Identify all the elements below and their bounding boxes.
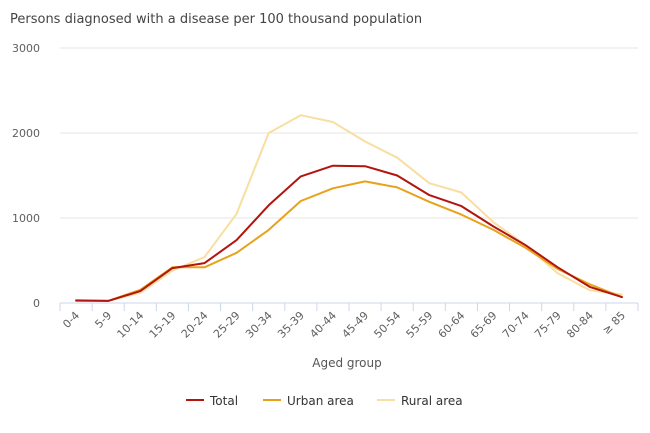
series-lines [75, 114, 623, 302]
legend-label: Rural area [401, 394, 463, 408]
legend: Total Urban area Rural area [186, 394, 463, 408]
x-tick-label: 55-59 [404, 309, 436, 341]
x-tick-label: 40-44 [307, 309, 339, 341]
x-tick-label: 80-84 [564, 309, 596, 341]
x-tick-label: 60-64 [436, 309, 468, 341]
x-tick-label: 25-29 [211, 309, 243, 341]
series-line-urban-area [75, 180, 623, 302]
x-tick-label: ≥ 85 [600, 309, 628, 337]
x-tick-label: 70-74 [500, 309, 532, 341]
x-tick-label: 0-4 [60, 309, 82, 331]
y-tick-labels: 0 1000 2000 3000 [12, 42, 40, 310]
x-tick-label: 75-79 [532, 309, 564, 341]
legend-item-total[interactable]: Total [186, 394, 238, 408]
x-axis-title: Aged group [312, 356, 382, 370]
series-line-total [75, 164, 623, 302]
x-axis [59, 302, 639, 311]
grid-lines [60, 47, 638, 219]
x-tick-label: 10-14 [115, 309, 147, 341]
series-line-rural-area [75, 114, 623, 302]
y-tick-label: 2000 [12, 127, 40, 140]
chart-title: Persons diagnosed with a disease per 100… [10, 12, 423, 27]
x-tick-label: 30-34 [243, 309, 275, 341]
legend-label: Total [209, 394, 238, 408]
legend-label: Urban area [287, 394, 354, 408]
x-tick-label: 65-69 [468, 309, 500, 341]
x-tick-label: 5-9 [92, 309, 114, 331]
x-tick-label: 35-39 [275, 309, 307, 341]
y-tick-label: 3000 [12, 42, 40, 55]
x-tick-label: 20-24 [179, 309, 211, 341]
x-tick-label: 45-49 [339, 309, 371, 341]
legend-item-rural-area[interactable]: Rural area [377, 394, 463, 408]
x-tick-labels: 0-4 5-9 10-14 15-19 20-24 25-29 30-34 35-39 40-4… [60, 309, 628, 341]
y-tick-label: 0 [33, 297, 40, 310]
y-tick-label: 1000 [12, 212, 40, 225]
legend-item-urban-area[interactable]: Urban area [263, 394, 354, 408]
x-tick-label: 50-54 [371, 309, 403, 341]
x-tick-label: 15-19 [147, 309, 179, 341]
